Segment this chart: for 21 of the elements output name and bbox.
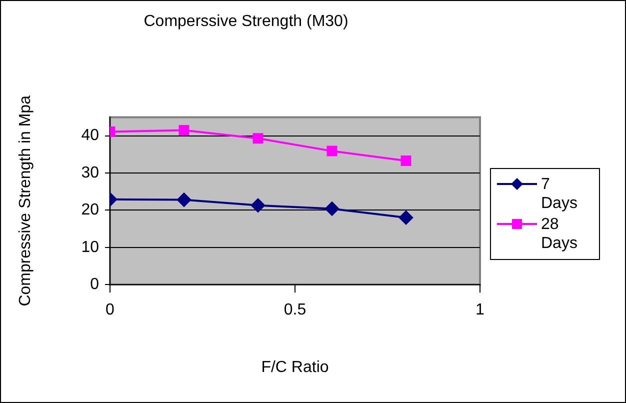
point: [177, 192, 191, 207]
chart-title: Comperssive Strength (M30): [144, 13, 348, 30]
x-tick-label: 0: [106, 302, 115, 319]
point: [325, 202, 339, 216]
x-tick-label: 0.5: [284, 302, 306, 319]
y-tick-label: 0: [90, 276, 100, 294]
x-axis-title: F/C Ratio: [261, 358, 329, 376]
y-tick-label: 30: [81, 164, 100, 182]
point: [251, 198, 265, 212]
y-tick-label: 40: [81, 127, 100, 144]
x-tick-label: 1: [476, 302, 485, 319]
y-tick-label: 10: [81, 238, 100, 256]
legend-label: 7 Days: [541, 175, 578, 213]
y-axis-title: Compressive Strength in Mpa: [17, 95, 34, 306]
point: [326, 146, 338, 156]
y-tick-label: 20: [81, 202, 100, 219]
point: [252, 133, 264, 144]
point: [399, 210, 413, 225]
legend-label: 28 Days: [541, 215, 578, 253]
point: [400, 155, 412, 166]
point: [178, 124, 190, 136]
